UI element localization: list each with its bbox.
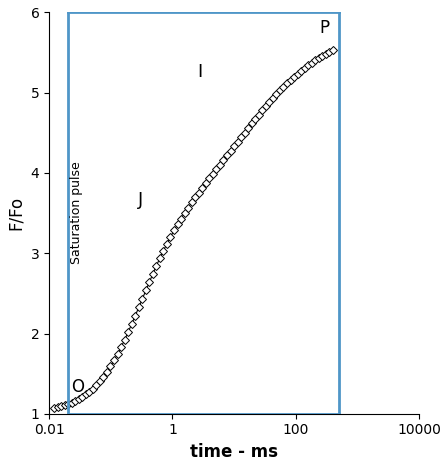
X-axis label: time - ms: time - ms — [190, 443, 278, 461]
Y-axis label: F/Fo: F/Fo — [7, 196, 25, 230]
Text: O: O — [71, 378, 84, 396]
Text: I: I — [197, 63, 202, 80]
Text: Saturation pulse: Saturation pulse — [70, 162, 83, 264]
Text: J: J — [138, 191, 144, 209]
Text: P: P — [319, 19, 329, 37]
